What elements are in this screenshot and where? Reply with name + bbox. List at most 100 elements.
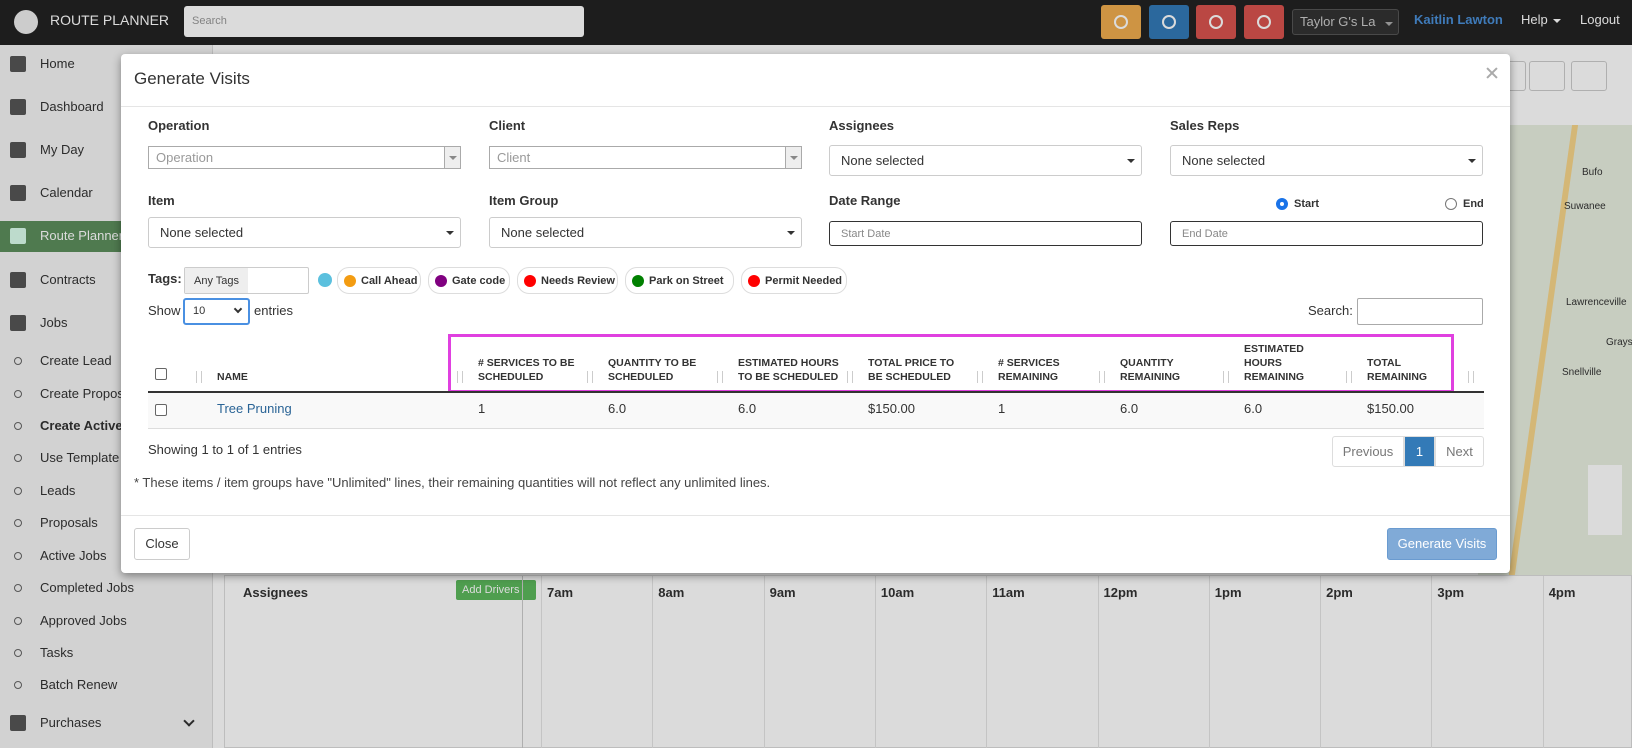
brand[interactable]: ROUTE PLANNER <box>50 12 170 28</box>
tag-pill[interactable]: Park on Street <box>625 267 734 294</box>
submenu-item[interactable]: Use Template <box>40 450 120 465</box>
hour-line <box>1542 576 1544 748</box>
filter-input[interactable]: Start Date <box>829 221 1142 246</box>
caret <box>449 156 457 160</box>
tag-dot <box>435 275 447 287</box>
filter-input[interactable]: Client <box>489 146 802 169</box>
submenu-item[interactable]: Batch Renew <box>40 677 118 692</box>
modal: Generate Visits Operation Operation Client C… <box>121 54 1510 573</box>
submenu-item[interactable]: Leads <box>40 483 76 498</box>
tag-dot <box>748 275 760 287</box>
column-header[interactable]: ESTIMATED HOURS REMAINING <box>1244 343 1305 383</box>
search-label: Search: <box>1308 303 1353 318</box>
add-drivers-button[interactable]: Add Drivers <box>456 580 536 600</box>
filter-label: Client <box>489 118 526 133</box>
arrow <box>1468 371 1469 383</box>
menu-item[interactable]: Calendar <box>40 185 93 200</box>
caret <box>787 231 795 235</box>
menu-item[interactable]: Jobs <box>40 315 68 330</box>
radio-label[interactable]: Start <box>1294 198 1320 210</box>
sort-icon[interactable] <box>976 371 986 383</box>
checkbox[interactable] <box>155 368 167 380</box>
sort-icon[interactable] <box>1467 371 1477 383</box>
column-header[interactable]: NAME <box>217 371 248 383</box>
filter-input[interactable]: Operation <box>148 146 461 169</box>
menu-item[interactable]: Contracts <box>40 272 96 287</box>
item-name-link[interactable]: Tree Pruning <box>217 401 292 416</box>
sort-icon[interactable] <box>1098 371 1108 383</box>
submenu-item[interactable]: Proposals <box>40 515 98 530</box>
tags-input[interactable]: Any Tags <box>184 267 309 294</box>
radio-label[interactable]: End <box>1463 198 1484 210</box>
toolbar-button[interactable] <box>1571 61 1607 91</box>
pagination-button[interactable]: Previous <box>1332 436 1404 467</box>
table-search[interactable] <box>1357 298 1483 325</box>
sort-icon[interactable] <box>586 371 596 383</box>
search-box[interactable]: Search <box>184 6 584 37</box>
tag-pill[interactable]: Permit Needed <box>741 267 847 294</box>
tag-pill[interactable]: Gate code <box>428 267 510 294</box>
submenu-item[interactable]: Create Propos <box>40 386 124 401</box>
toolbar-button[interactable] <box>1529 61 1565 91</box>
bullet <box>14 681 22 689</box>
radio[interactable] <box>1445 198 1457 210</box>
close-button[interactable]: Close <box>134 528 190 560</box>
icon-button[interactable] <box>1244 5 1284 39</box>
column-header[interactable]: TOTAL PRICE TO BE SCHEDULED <box>868 357 955 383</box>
pagination-button[interactable]: 1 <box>1404 436 1435 467</box>
tag-pill[interactable]: Call Ahead <box>337 267 421 294</box>
icon-button[interactable] <box>1101 5 1141 39</box>
sort-icon[interactable] <box>456 371 466 383</box>
submenu-item[interactable]: Create Active <box>40 418 123 433</box>
icon-button[interactable] <box>1149 5 1189 39</box>
menu-item[interactable]: Dashboard <box>40 99 104 114</box>
icon-button[interactable] <box>1196 5 1236 39</box>
hour-label: 12pm <box>1103 585 1138 600</box>
column-header[interactable]: ESTIMATED HOURS TO BE SCHEDULED <box>738 357 839 383</box>
arrow <box>977 371 978 383</box>
column-header[interactable]: QUANTITY TO BE SCHEDULED <box>608 357 697 383</box>
filter-placeholder: None selected <box>841 152 925 168</box>
map-label: Grayso <box>1606 337 1632 348</box>
generate-button[interactable]: Generate Visits <box>1387 528 1497 560</box>
footer-divider <box>121 515 1510 516</box>
page-size-select[interactable]: 10 <box>183 298 250 325</box>
submenu-item[interactable]: Tasks <box>40 645 74 660</box>
submenu-item[interactable]: Create Lead <box>40 353 112 368</box>
sort-icon[interactable] <box>1345 371 1355 383</box>
menu-icon <box>10 715 26 731</box>
sort-icon[interactable] <box>1222 371 1232 383</box>
column-header[interactable]: TOTAL REMAINING <box>1367 357 1428 383</box>
submenu-item[interactable]: Approved Jobs <box>40 613 127 628</box>
help-menu[interactable]: Help <box>1521 12 1548 27</box>
filter-input[interactable]: End Date <box>1170 221 1483 246</box>
caret <box>1553 19 1561 23</box>
radio[interactable] <box>1276 198 1288 210</box>
menu-item[interactable]: Route Planner <box>40 228 124 243</box>
submenu-item[interactable]: Completed Jobs <box>40 580 134 595</box>
filter-input[interactable]: None selected <box>489 217 802 248</box>
tag-pill[interactable]: Needs Review <box>517 267 618 294</box>
logout-link[interactable]: Logout <box>1580 12 1620 27</box>
user-link[interactable]: Kaitlin Lawton <box>1414 12 1503 27</box>
assignees-header: Assignees <box>243 585 309 600</box>
location-select[interactable]: Taylor G's La <box>1292 9 1399 35</box>
arrow <box>1099 371 1100 383</box>
column-header[interactable]: # SERVICES TO BE SCHEDULED <box>478 357 575 383</box>
menu-item[interactable]: Purchases <box>40 715 102 730</box>
filter-input[interactable]: None selected <box>148 217 461 248</box>
pagination-button[interactable]: Next <box>1435 436 1484 467</box>
menu-item[interactable]: Home <box>40 56 75 71</box>
sort-icon[interactable] <box>846 371 856 383</box>
sort-icon[interactable] <box>716 371 726 383</box>
sort-icon[interactable] <box>195 371 205 383</box>
filter-input[interactable]: None selected <box>1170 145 1483 176</box>
tag-dot <box>632 275 644 287</box>
filter-input[interactable]: None selected <box>829 145 1142 176</box>
menu-item[interactable]: My Day <box>40 142 85 157</box>
submenu-item[interactable]: Active Jobs <box>40 548 107 563</box>
column-header[interactable]: QUANTITY REMAINING <box>1120 357 1181 383</box>
checkbox[interactable] <box>155 404 167 416</box>
column-header[interactable]: # SERVICES REMAINING <box>998 357 1060 383</box>
close-x[interactable] <box>1485 66 1499 80</box>
